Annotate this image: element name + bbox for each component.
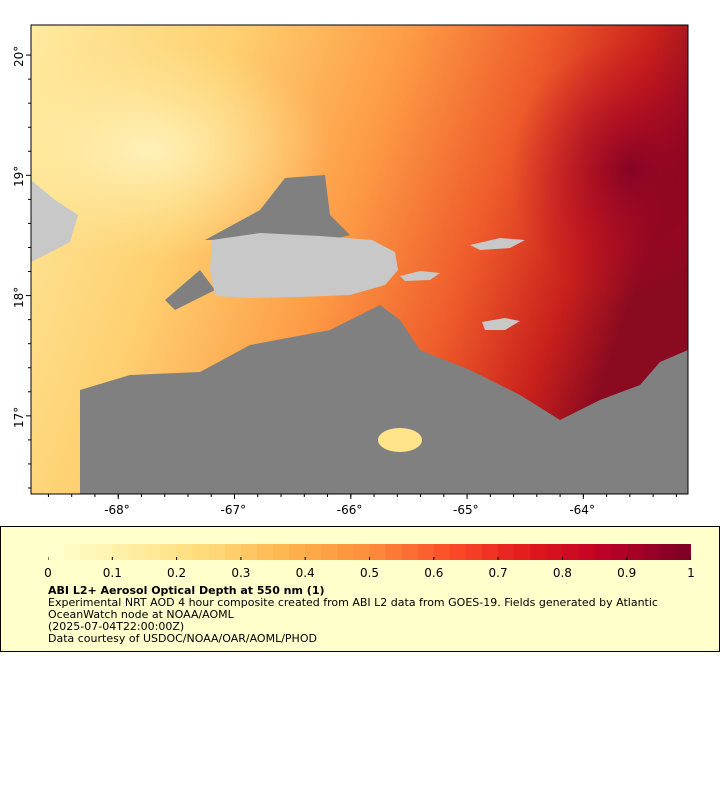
colorbar-segment [417,544,435,560]
colorbar-segment [530,544,547,560]
lon-tick-label: -66° [336,503,363,517]
land-puerto-rico [210,233,398,298]
colorbar-segment [465,544,483,560]
colorbar-segment [626,544,644,560]
colorbar [48,544,691,560]
colorbar-segment [289,544,306,560]
lon-tick-label: -64° [569,503,595,517]
colorbar-segment [305,544,322,560]
lat-tick-label: 19° [12,166,26,188]
colorbar-segment [321,544,338,560]
map-frame [30,24,689,495]
colorbar-segment [144,544,162,560]
colorbar-segment [64,544,81,560]
colorbar-tick-label: 0.1 [102,566,122,580]
colorbar-segment [353,544,370,560]
colorbar-segment [562,544,579,560]
land-st-croix [482,318,520,330]
legend-title: ABI L2+ Aerosol Optical Depth at 550 nm … [48,584,325,597]
pale-plume [31,40,330,260]
colorbar-segment [498,544,515,560]
colorbar-segment [674,544,691,560]
lat-tick-label: 17° [12,406,26,428]
colorbar-tick-label: 0.4 [295,566,315,580]
lat-tick-label: 20° [12,45,26,68]
colorbar-segment [449,544,467,560]
land-virgin-islands [470,238,525,250]
colorbar-segment [273,544,290,560]
colorbar-segment [514,544,531,560]
colorbar-segment [48,544,65,560]
colorbar-tick-label: 0 [44,566,52,580]
colorbar-tick-label: 0.7 [488,566,508,580]
colorbar-tick-label: 0.9 [617,566,637,580]
colorbar-tick-label: 0.8 [552,566,572,580]
colorbar-segment [160,544,178,560]
colorbar-tick-label: 1 [687,566,695,580]
colorbar-segment [658,544,676,560]
colorbar-segment [96,544,113,560]
colorbar-segment [224,544,242,560]
colorbar-segment [401,544,419,560]
colorbar-tick-label: 0.5 [359,566,380,580]
colorbar-tick-label: 0.3 [231,566,251,580]
legend-date: (2025-07-04T22:00:00Z) [48,620,185,633]
lon-tick-marks [47,494,677,499]
colorbar-segment [192,544,210,560]
legend-credit: Data courtesy of USDOC/NOAA/OAR/AOML/PHO… [48,632,317,645]
lat-tick-label: 18° [12,286,26,308]
low-aod-patch [378,428,422,452]
colorbar-segment [240,544,258,560]
lon-tick-label: -67° [220,503,247,517]
colorbar-segment [642,544,660,560]
colorbar-segment [578,544,596,560]
colorbar-segment [433,544,451,560]
legend-panel: 0 0.1 0.2 0.3 0.4 0.5 0.6 0.7 0.8 0.9 1 ABI L2+ Ae… [0,526,720,652]
no-data-patch-north [205,175,350,240]
land-hispaniola [31,180,78,262]
land-vieques [400,271,440,281]
high-aod-region [510,40,688,300]
no-data-region [80,305,688,494]
no-data-patch-west [165,270,215,310]
colorbar-tick-label: 0.6 [424,566,444,580]
colorbar-segment [610,544,628,560]
colorbar-segment [337,544,354,560]
legend-description: Experimental NRT AOD 4 hour composite cr… [48,596,658,621]
colorbar-segment [256,544,274,560]
colorbar-segment [112,544,129,560]
colorbar-segment [128,544,145,560]
lon-tick-label: -65° [453,503,479,517]
colorbar-segment [176,544,194,560]
aod-map [26,24,689,499]
colorbar-segment [594,544,612,560]
colorbar-tick-label: 0.2 [167,566,187,580]
colorbar-segment [369,544,387,560]
colorbar-segment [208,544,226,560]
lat-tick-marks [26,54,31,489]
colorbar-segment [80,544,97,560]
colorbar-segment [385,544,403,560]
colorbar-segment [546,544,563,560]
lon-tick-label: -68° [104,503,130,517]
colorbar-segment [482,544,499,560]
